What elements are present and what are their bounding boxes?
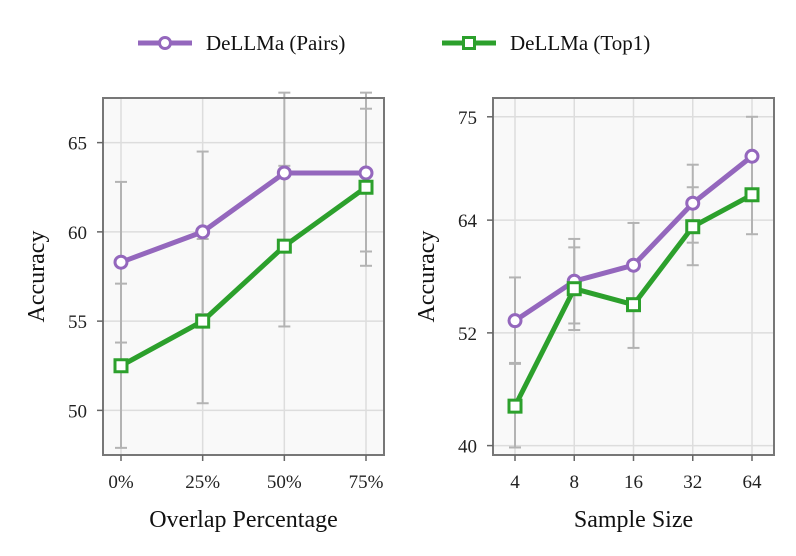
y-tick-label: 60 <box>68 223 87 244</box>
data-point-top1 <box>276 238 292 254</box>
data-point-top1 <box>744 187 760 203</box>
data-point-top1 <box>113 358 129 374</box>
overlap-percentage-chart: 0% 25% 50% 75% 50 55 60 65 Overlap Percentage A… <box>24 91 385 533</box>
y-tick-label: 52 <box>458 324 477 345</box>
data-point-pairs <box>507 313 523 329</box>
y-axis-label: Accuracy <box>414 231 440 323</box>
legend-label-top1: DeLLMa (Top1) <box>510 31 650 55</box>
data-point-pairs <box>685 195 701 211</box>
y-tick-label: 40 <box>458 437 477 458</box>
line-layer <box>119 170 368 368</box>
y-tick-label: 75 <box>458 108 477 129</box>
marker-layer <box>507 148 760 414</box>
x-tick-label: 64 <box>743 472 763 493</box>
y-tick-label: 64 <box>458 211 478 232</box>
data-point-pairs <box>744 148 760 164</box>
legend-entry-pairs: DeLLMa (Pairs) <box>138 31 345 55</box>
tick-layer: 0% 25% 50% 75% 50 55 60 65 <box>68 134 384 493</box>
data-point-top1 <box>358 179 374 195</box>
data-point-top1 <box>195 313 211 329</box>
legend-marker-top1 <box>462 36 476 50</box>
x-tick-label: 25% <box>185 472 220 493</box>
data-point-pairs <box>113 254 129 270</box>
plot-area-background <box>103 98 384 455</box>
x-tick-label: 75% <box>349 472 384 493</box>
legend-entry-top1: DeLLMa (Top1) <box>442 31 650 55</box>
y-tick-label: 50 <box>68 401 87 422</box>
x-tick-label: 4 <box>510 472 520 493</box>
data-point-top1 <box>685 219 701 235</box>
x-tick-label: 50% <box>267 472 302 493</box>
series-line-top1 <box>119 185 368 368</box>
y-tick-label: 55 <box>68 312 87 333</box>
series-line-pairs <box>120 170 366 265</box>
marker-layer <box>113 165 374 374</box>
data-point-top1 <box>566 281 582 297</box>
x-axis-label: Overlap Percentage <box>149 507 338 533</box>
x-axis-label: Sample Size <box>574 507 693 533</box>
data-point-pairs <box>358 165 374 181</box>
sample-size-chart: 4 8 16 32 64 40 52 64 75 Sample Size Accuracy <box>414 97 775 533</box>
legend-marker-pairs <box>158 36 172 50</box>
tick-layer: 4 8 16 32 64 40 52 64 75 <box>458 108 762 493</box>
data-point-pairs <box>276 165 292 181</box>
data-point-pairs <box>195 224 211 240</box>
legend-label-pairs: DeLLMa (Pairs) <box>206 31 345 55</box>
plot-area-frame <box>102 97 385 456</box>
x-tick-label: 0% <box>108 472 134 493</box>
x-tick-label: 32 <box>683 472 702 493</box>
y-tick-label: 65 <box>68 134 87 155</box>
data-point-pairs <box>626 257 641 273</box>
data-point-top1 <box>626 297 641 313</box>
data-point-top1 <box>507 398 523 414</box>
x-tick-label: 8 <box>570 472 580 493</box>
y-axis-label: Accuracy <box>24 231 50 323</box>
x-tick-label: 16 <box>624 472 643 493</box>
legend: DeLLMa (Pairs) DeLLMa (Top1) <box>138 31 650 55</box>
